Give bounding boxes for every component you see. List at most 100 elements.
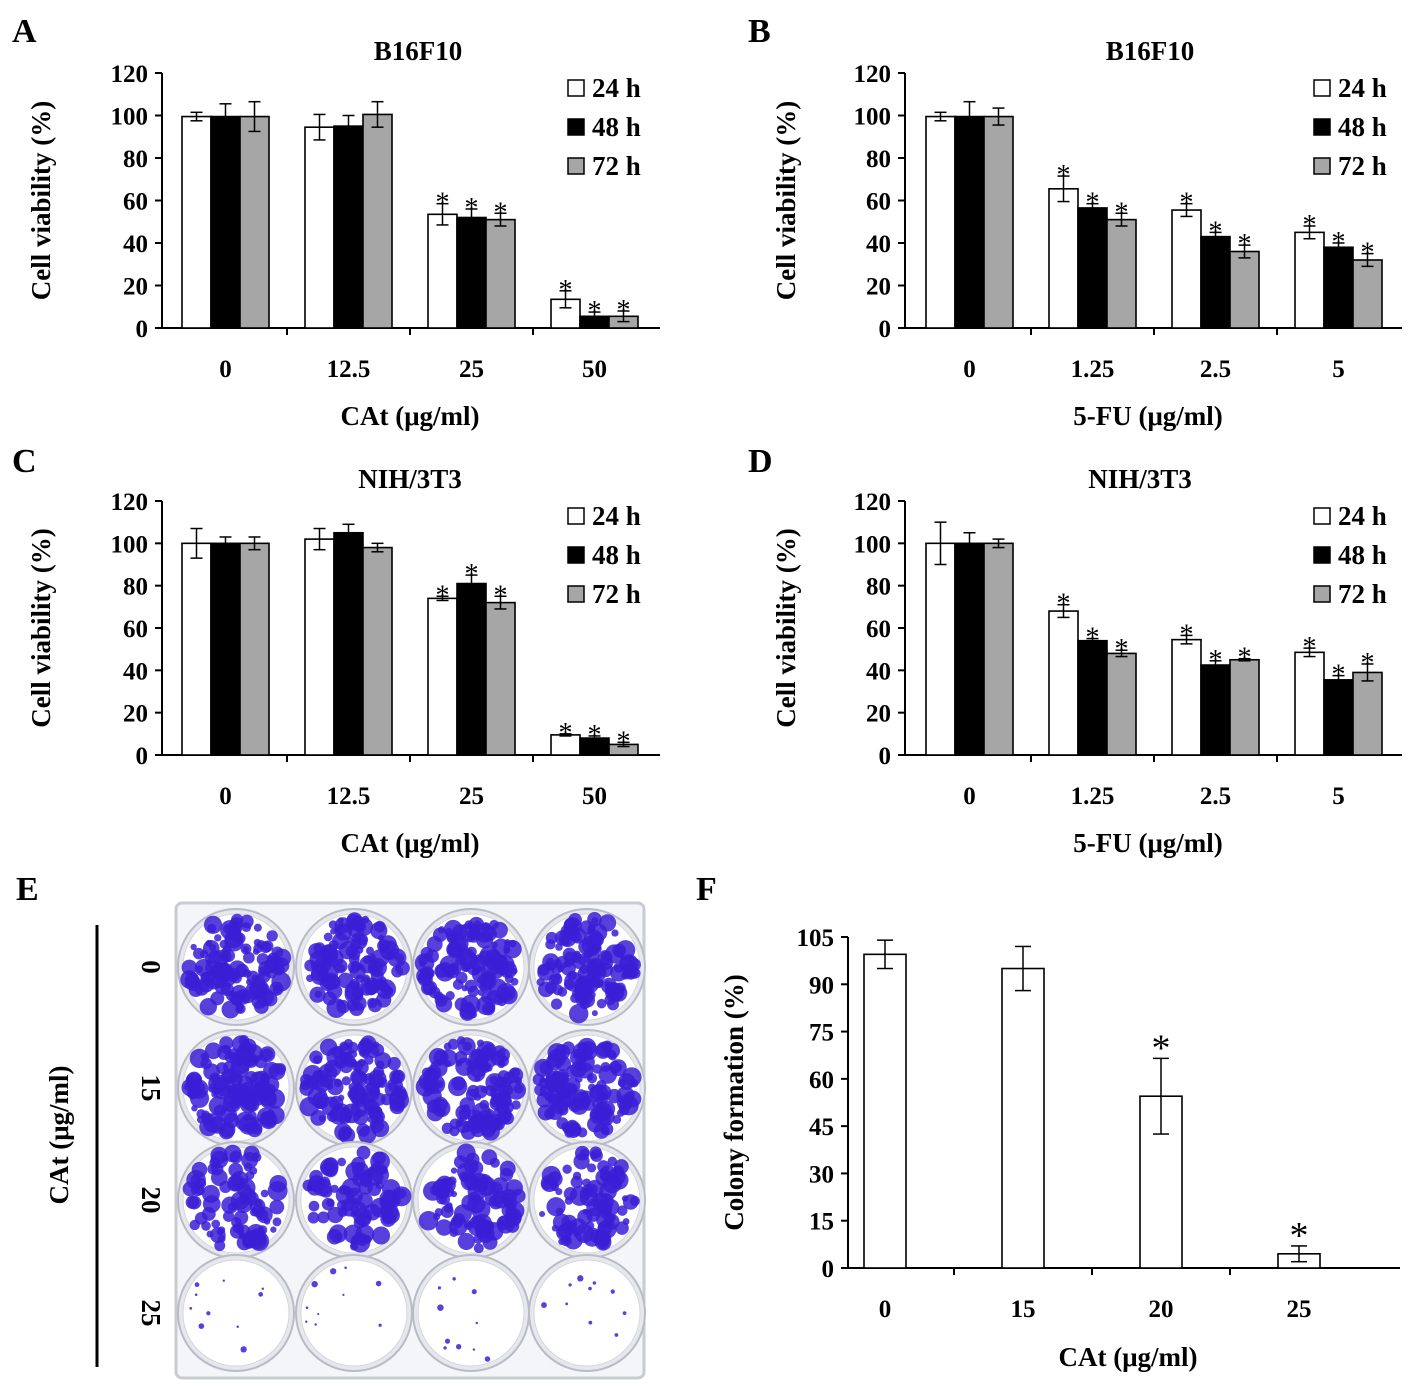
plate-row-label: 25	[136, 1300, 166, 1327]
colony	[496, 1215, 515, 1234]
colony	[254, 999, 269, 1014]
colony	[255, 1206, 273, 1224]
bar	[954, 115, 985, 329]
bar	[1106, 652, 1137, 756]
significance-star: *	[1180, 188, 1194, 219]
colony	[463, 1220, 474, 1231]
colony	[617, 1079, 626, 1088]
colony	[509, 940, 517, 948]
colony	[270, 1226, 277, 1233]
colony	[265, 1088, 286, 1109]
bar	[1294, 231, 1325, 329]
colony	[599, 1182, 617, 1201]
colony	[221, 1044, 231, 1055]
significance-star: *	[1209, 645, 1223, 676]
bar	[983, 542, 1014, 756]
colony	[380, 1203, 399, 1222]
x-axis-label: CAt (μg/ml)	[1058, 1342, 1197, 1372]
significance-star: *	[559, 718, 573, 749]
colony	[312, 1070, 324, 1081]
colony	[602, 1199, 620, 1216]
colony	[459, 1097, 475, 1113]
x-tick-label: 1.25	[1071, 783, 1115, 810]
colony	[230, 913, 244, 927]
colony	[597, 1221, 613, 1236]
colony	[484, 1356, 491, 1362]
colony	[468, 1191, 481, 1204]
colony	[367, 953, 376, 962]
colony	[342, 1293, 345, 1297]
colony	[617, 1205, 628, 1216]
colony	[214, 1240, 226, 1252]
colony	[194, 1282, 200, 1288]
colony	[351, 1087, 359, 1094]
colony	[534, 1083, 547, 1097]
x-tick-label: 5	[1332, 783, 1345, 810]
colony	[307, 1086, 328, 1107]
colony	[418, 1072, 437, 1091]
y-tick-label: 20	[866, 274, 891, 301]
colony	[584, 929, 603, 949]
colony	[260, 1072, 270, 1083]
colony	[326, 1047, 347, 1067]
colony	[536, 978, 545, 987]
bar	[983, 115, 1014, 329]
colony	[258, 1292, 264, 1297]
significance-star: *	[1180, 619, 1194, 650]
y-tick-label: 0	[822, 1256, 835, 1283]
colony	[554, 973, 562, 980]
colony	[443, 1178, 450, 1186]
colony	[501, 1188, 517, 1205]
colony	[259, 1046, 276, 1063]
colony	[200, 1057, 212, 1070]
bar	[181, 115, 212, 329]
legend-swatch	[1313, 546, 1331, 564]
colony	[572, 950, 581, 959]
significance-star: *	[1303, 632, 1317, 663]
colony	[459, 1004, 476, 1021]
colony	[611, 929, 619, 937]
y-tick-label: 100	[854, 531, 892, 558]
y-axis-label: Cell viability (%)	[26, 528, 56, 727]
colony	[614, 1333, 619, 1337]
colony	[489, 919, 499, 930]
colony	[560, 960, 576, 976]
colony	[314, 1323, 317, 1326]
x-tick-label: 20	[1149, 1296, 1174, 1323]
colony	[577, 1275, 584, 1282]
colony	[588, 1320, 593, 1325]
colony	[344, 984, 364, 1004]
colony	[426, 936, 443, 953]
legend-swatch	[567, 157, 585, 175]
colony	[338, 1111, 352, 1124]
y-tick-label: 120	[854, 61, 892, 88]
colony	[206, 1311, 211, 1316]
colony	[304, 959, 317, 972]
colony	[393, 1085, 407, 1099]
chart-a: 0 20 40 60 80 100 120 0 12.5 25 * * * 50 * * * B16F10 CAt …	[26, 36, 660, 431]
colony	[225, 1076, 232, 1084]
y-tick-label: 15	[809, 1209, 834, 1236]
y-tick-label: 40	[123, 231, 148, 258]
colony	[499, 1160, 516, 1177]
colony	[373, 1113, 384, 1123]
bar	[181, 542, 212, 756]
colony	[328, 1095, 344, 1111]
colony	[308, 1200, 320, 1212]
bar	[239, 115, 270, 329]
colony	[574, 1074, 583, 1083]
colony	[466, 1065, 475, 1073]
colony	[272, 984, 283, 995]
colony	[622, 1218, 630, 1225]
colony	[435, 1080, 444, 1089]
colony	[572, 1171, 582, 1181]
colony	[252, 975, 266, 988]
colony	[308, 1175, 326, 1193]
colony	[502, 1102, 514, 1113]
colony	[434, 993, 448, 1007]
colony	[307, 1211, 320, 1224]
bar	[333, 531, 364, 756]
y-tick-label: 60	[123, 189, 148, 216]
colony	[485, 1073, 505, 1093]
colony	[500, 959, 508, 967]
